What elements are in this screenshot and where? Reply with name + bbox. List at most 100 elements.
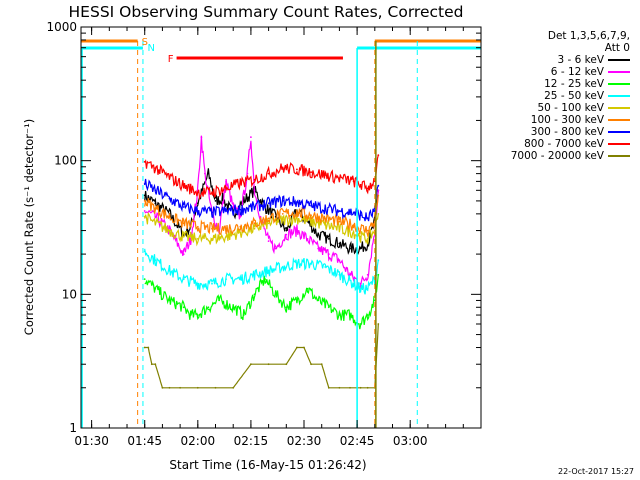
data-point-6-7 [239, 208, 242, 211]
annotation-flare: F [168, 54, 174, 65]
data-point-1-13 [246, 172, 249, 175]
legend-label: 50 - 100 keV [537, 102, 604, 114]
data-point-2-9 [242, 314, 245, 316]
data-point-6-9 [267, 202, 270, 205]
data-point-2-13 [285, 306, 288, 309]
data-point-0-19 [338, 242, 341, 245]
data-point-6-14 [338, 210, 341, 212]
series-7 [143, 154, 380, 201]
data-point-1-19 [285, 233, 288, 236]
data-point-5-9 [267, 217, 270, 220]
legend-swatch [608, 155, 630, 157]
y-tick-label-3: 1000 [46, 20, 77, 34]
legend-label: 7000 - 20000 keV [510, 150, 604, 162]
legend-item-5: 100 - 300 keV [484, 114, 630, 126]
data-point-3-17 [366, 287, 369, 290]
data-point-1-7 [204, 172, 206, 175]
legend-swatch [608, 119, 630, 121]
data-point-7-5 [211, 191, 213, 194]
legend-item-6: 300 - 800 keV [484, 126, 630, 138]
data-point-2-6 [207, 306, 210, 309]
legend-label: 12 - 25 keV [544, 78, 604, 90]
legend-swatch [608, 95, 630, 97]
data-point-4-16 [359, 235, 362, 238]
marker-layer: SN F [81, 37, 481, 428]
data-point-7-10 [281, 167, 284, 170]
data-point-8-10 [250, 363, 252, 366]
data-point-6-12 [310, 204, 312, 207]
data-point-6-17 [366, 217, 369, 220]
data-point-1-24 [338, 259, 341, 262]
data-point-5-1 [154, 207, 157, 210]
data-point-4-2 [168, 229, 171, 232]
data-point-4-7 [239, 231, 242, 234]
data-point-3-12 [310, 262, 312, 265]
data-point-3-3 [182, 278, 185, 280]
data-point-3-0 [143, 250, 146, 253]
legend-swatch [608, 71, 630, 73]
data-point-7-8 [253, 178, 256, 181]
data-point-4-10 [281, 219, 284, 221]
data-point-6-13 [324, 207, 327, 210]
data-point-2-5 [196, 314, 199, 316]
data-point-8-8 [214, 386, 217, 389]
data-point-1-1 [154, 215, 157, 218]
data-point-5-0 [143, 200, 146, 202]
chart-title: HESSI Observing Summary Count Rates, Cor… [69, 3, 464, 21]
data-point-8-12 [285, 363, 288, 366]
legend-item-0: 3 - 6 keV [484, 54, 630, 66]
data-point-2-15 [306, 287, 309, 290]
data-point-4-1 [154, 222, 157, 225]
data-point-5-2 [168, 215, 171, 218]
legend: Det 1,3,5,6,7,9, Att 0 3 - 6 keV 6 - 12 k… [484, 30, 630, 162]
data-point-7-6 [225, 187, 228, 190]
data-point-1-20 [296, 229, 298, 232]
data-point-0-8 [221, 197, 224, 200]
data-point-7-16 [359, 183, 362, 186]
data-point-1-6 [200, 136, 203, 139]
data-point-5-17 [366, 229, 369, 232]
data-point-0-0 [143, 194, 146, 197]
series-5 [143, 194, 380, 238]
legend-label: 100 - 300 keV [530, 114, 604, 126]
data-point-8-7 [196, 386, 199, 389]
data-point-4-17 [366, 238, 369, 240]
data-point-3-6 [225, 278, 228, 280]
data-point-8-18 [338, 386, 341, 389]
data-point-2-14 [296, 299, 298, 302]
data-point-8-16 [320, 363, 323, 366]
data-point-8-13 [296, 346, 298, 349]
x-tick-label-3: 02:15 [234, 434, 269, 448]
data-point-0-10 [242, 200, 245, 202]
data-point-3-16 [359, 287, 362, 290]
data-point-6-15 [352, 211, 355, 214]
x-tick-label-5: 02:45 [340, 434, 375, 448]
data-point-1-10 [225, 180, 228, 183]
data-point-7-3 [182, 184, 185, 187]
legend-header-1: Det 1,3,5,6,7,9, [547, 30, 630, 42]
data-point-4-13 [324, 224, 327, 226]
data-point-6-2 [168, 197, 171, 200]
data-point-3-2 [168, 269, 171, 272]
data-point-4-3 [182, 235, 185, 238]
series-2 [143, 273, 380, 330]
data-point-0-17 [317, 233, 320, 236]
y-axis-label: Corrected Count Rate (s⁻¹ detector⁻¹) [22, 119, 36, 335]
data-point-0-7 [214, 200, 217, 202]
data-point-8-21 [366, 386, 369, 389]
x-tick-label-1: 01:45 [127, 434, 162, 448]
series-line-1 [144, 135, 379, 290]
plot-frame [80, 26, 482, 429]
data-point-0-21 [359, 247, 362, 250]
series-6 [143, 178, 380, 222]
data-point-4-0 [143, 215, 146, 218]
data-point-5-4 [196, 225, 199, 228]
data-point-5-11 [296, 211, 298, 214]
data-point-5-3 [182, 222, 185, 225]
data-point-6-10 [281, 200, 284, 202]
data-point-1-11 [232, 206, 235, 208]
data-point-8-3 [154, 363, 157, 366]
data-point-5-8 [253, 222, 256, 225]
data-point-6-8 [253, 206, 256, 208]
x-axis-label: Start Time (16-May-15 01:26:42) [169, 458, 366, 472]
